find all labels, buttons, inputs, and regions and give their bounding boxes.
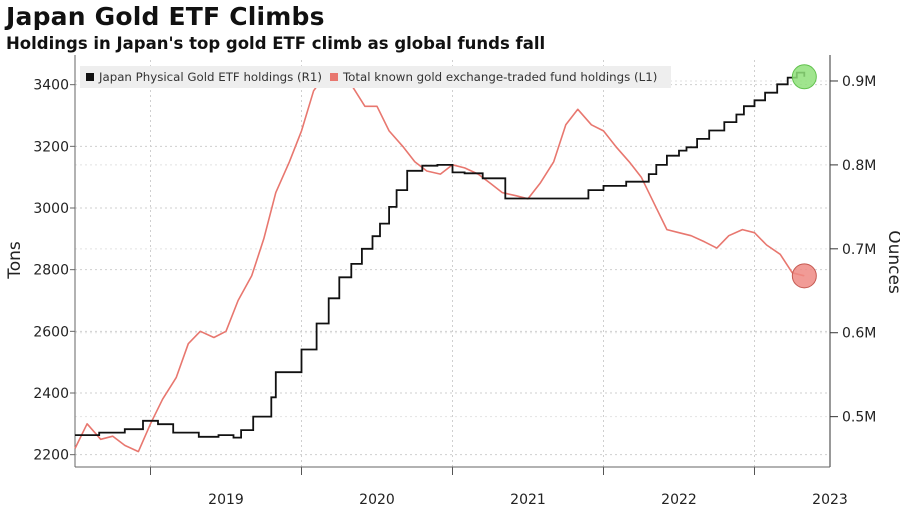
chart-subtitle: Holdings in Japan's top gold ETF climb a…	[6, 34, 546, 53]
legend-item-japan-etf: Japan Physical Gold ETF holdings (R1)	[86, 70, 322, 84]
y-left-tick-label: 2400	[33, 386, 69, 402]
legend-swatch-black	[86, 73, 94, 81]
chart-title: Japan Gold ETF Climbs	[6, 2, 325, 31]
y-left-tick-label: 2800	[33, 263, 69, 279]
y-right-tick-label: 0.5M	[842, 410, 876, 426]
legend-label-total-etf: Total known gold exchange-traded fund ho…	[342, 70, 658, 84]
y-right-tick-label: 0.6M	[842, 326, 876, 342]
y-left-tick-label: 3200	[33, 139, 69, 155]
x-tick-label: 2023	[812, 492, 848, 508]
end-marker-total-etf	[791, 263, 817, 289]
x-tick-label: 2020	[359, 492, 395, 508]
series-line-total-etf	[74, 68, 805, 453]
end-marker-japan-etf	[791, 64, 817, 90]
y-right-tick-label: 0.8M	[842, 158, 876, 174]
y-right-tick-label: 0.7M	[842, 242, 876, 258]
y-left-tick-label: 3400	[33, 78, 69, 94]
legend-label-japan-etf: Japan Physical Gold ETF holdings (R1)	[99, 70, 322, 84]
y-right-tick-label: 0.9M	[842, 74, 876, 90]
legend: Japan Physical Gold ETF holdings (R1) To…	[80, 66, 672, 88]
y-left-tick-label: 3000	[33, 201, 69, 217]
x-tick-label: 2021	[510, 492, 546, 508]
y-axis-right-label: Ounces	[883, 230, 900, 294]
legend-item-total-etf: Total known gold exchange-traded fund ho…	[329, 70, 658, 84]
x-tick-label: 2022	[661, 492, 697, 508]
y-left-tick-label: 2200	[33, 448, 69, 464]
legend-swatch-red	[329, 73, 338, 81]
y-left-tick-label: 2600	[33, 324, 69, 340]
series-line-japan-etf	[75, 71, 806, 439]
y-axis-left-label: Tons	[4, 241, 25, 279]
x-tick-label: 2019	[208, 492, 244, 508]
